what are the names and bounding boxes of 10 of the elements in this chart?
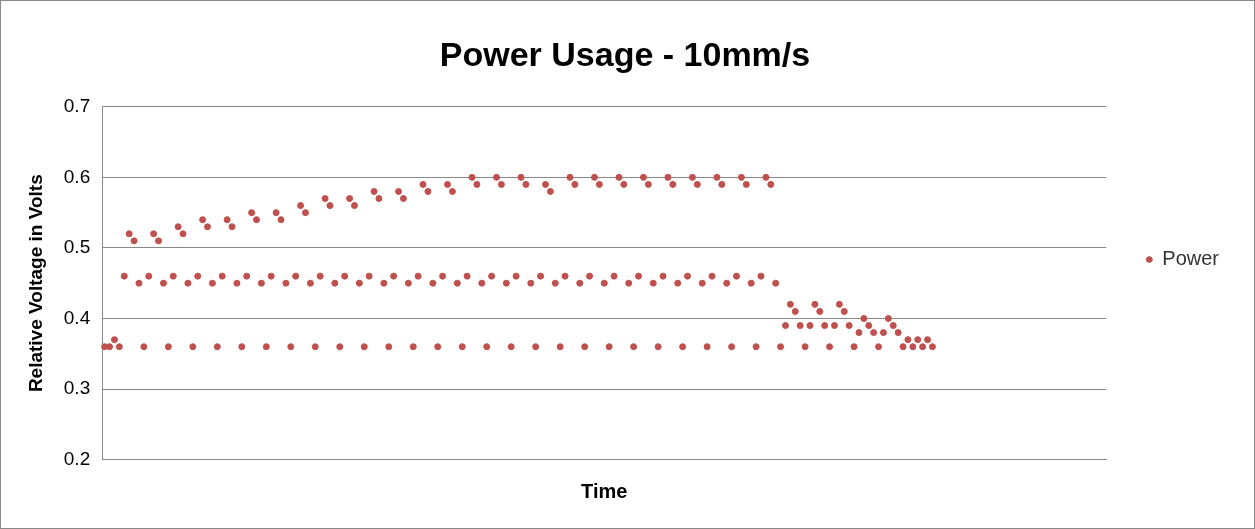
- x-axis-title: Time: [581, 479, 628, 502]
- y-tick-label: 0.4: [63, 306, 91, 328]
- legend-label: Power: [1162, 247, 1220, 270]
- y-tick-label: 0.7: [63, 95, 91, 117]
- y-tick-label: 0.2: [63, 447, 91, 469]
- chart-title: Power Usage - 10mm/s: [439, 34, 811, 73]
- y-tick-label: 0.5: [63, 236, 91, 258]
- y-axis-title: Relative Voltage in Volts: [24, 174, 46, 393]
- y-tick-label: 0.6: [63, 165, 91, 187]
- y-tick-label: 0.3: [63, 377, 91, 399]
